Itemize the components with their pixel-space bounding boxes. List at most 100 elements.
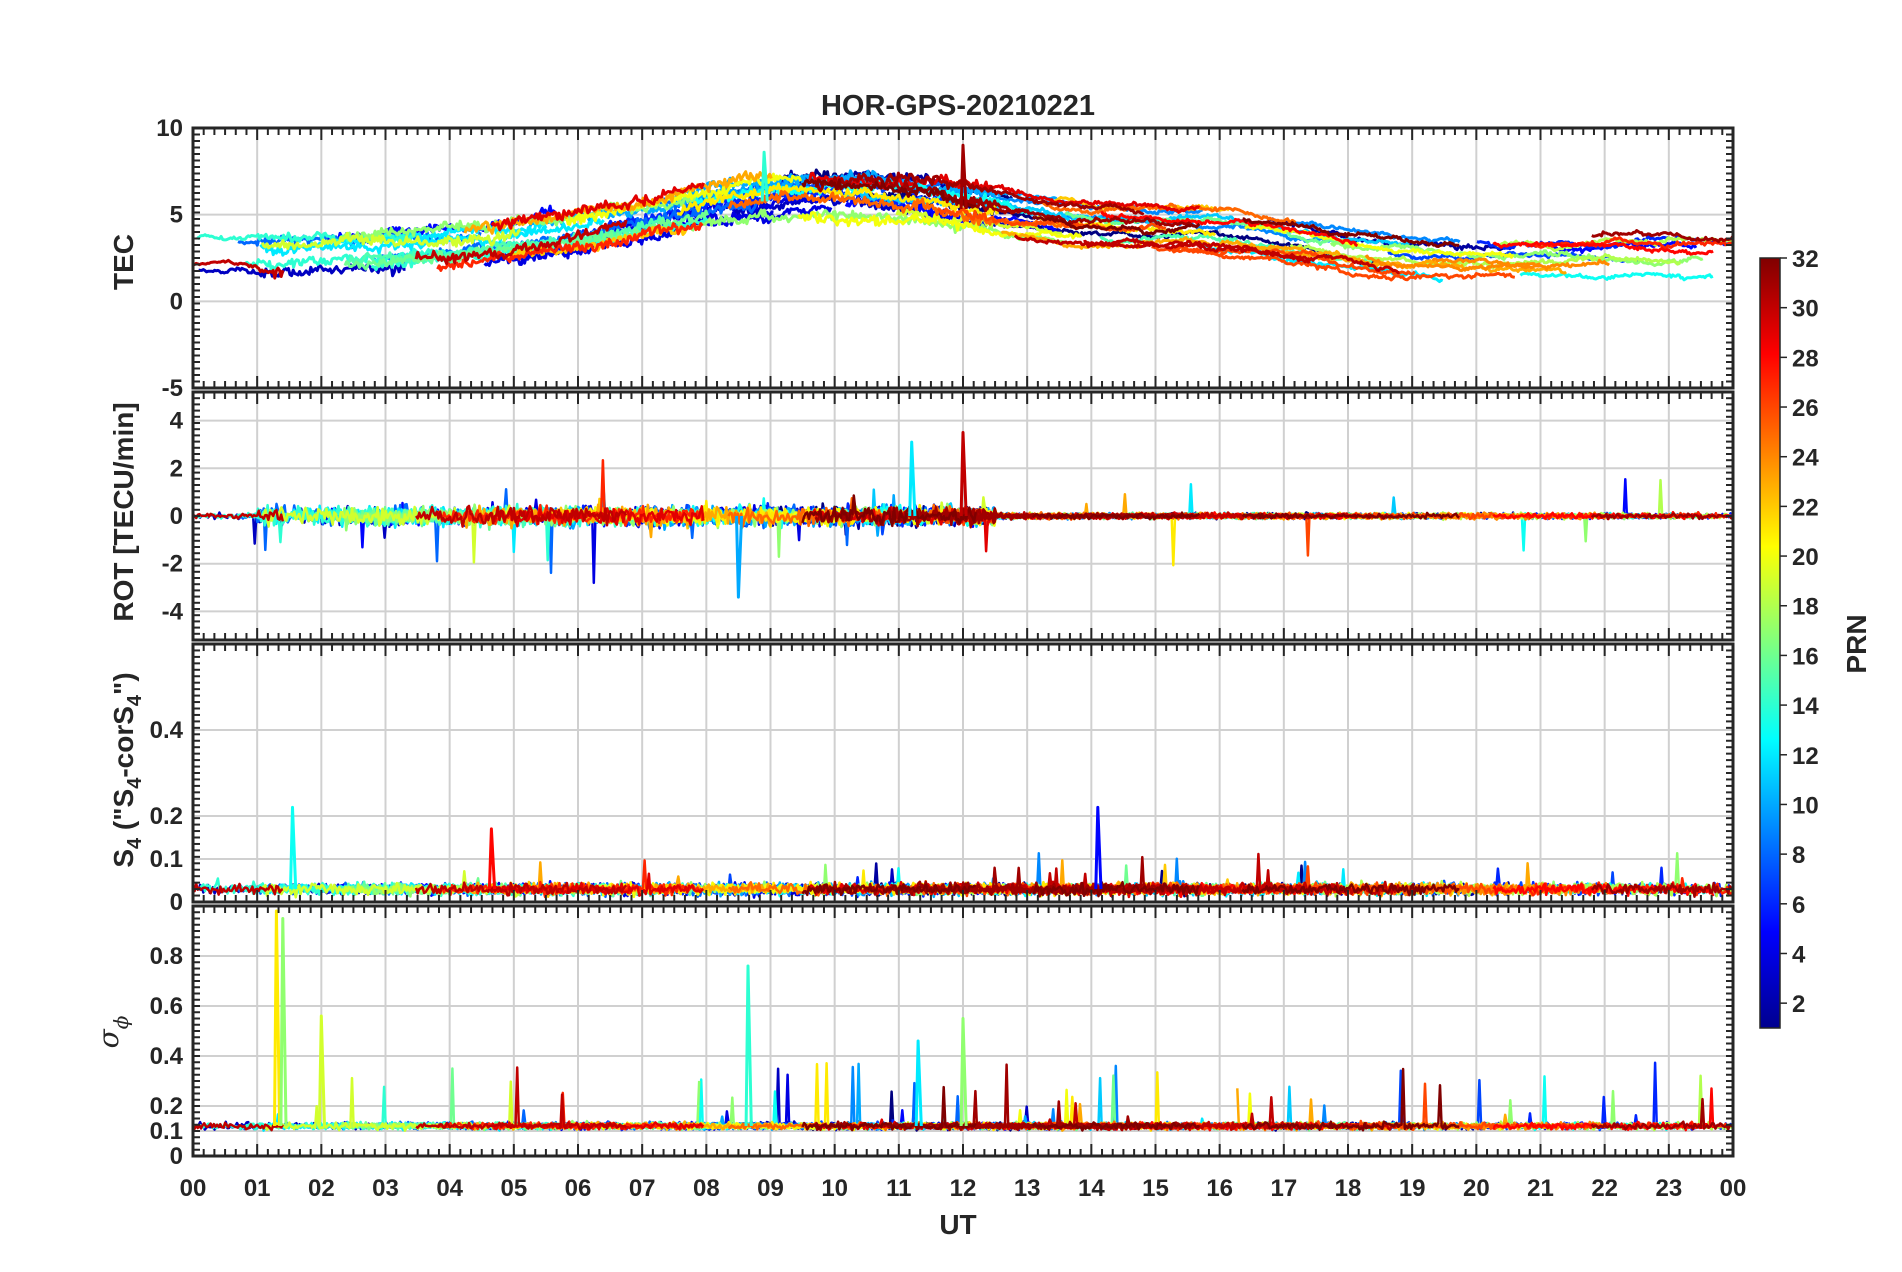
- prn-track-tec: [1040, 199, 1297, 224]
- chart-title: HOR-GPS-20210221: [821, 90, 1095, 122]
- x-tick-label: 04: [436, 1175, 463, 1202]
- x-tick-label: 14: [1078, 1175, 1105, 1202]
- prn-track-s4: [1032, 880, 1200, 898]
- colorbar-label: PRN: [1841, 614, 1872, 673]
- prn-track-s4: [1590, 881, 1734, 898]
- x-tick-label: 23: [1655, 1175, 1682, 1202]
- colorbar-tick-label: 18: [1792, 594, 1819, 621]
- prn-track-tec: [677, 182, 1000, 218]
- prn-track-s4: [490, 872, 705, 897]
- prn-track-tec: [260, 226, 522, 251]
- colorbar-tick-label: 26: [1792, 395, 1819, 422]
- prn-track-sigma: [959, 1017, 968, 1127]
- tec-axis-label: TEC: [108, 234, 139, 290]
- prn-track-rot: [1590, 512, 1734, 521]
- prn-track-s4: [814, 880, 1031, 896]
- prn-track-rot: [814, 506, 1030, 527]
- y-tick-label: 0.8: [150, 943, 183, 970]
- colorbar-tick-label: 16: [1792, 643, 1819, 670]
- prn-track-tec: [1013, 234, 1400, 275]
- prn-track-sigma: [191, 1121, 284, 1132]
- prn-track-sigma: [415, 1066, 628, 1131]
- x-tick-label: 11: [886, 1175, 911, 1202]
- prn-track-tec: [1167, 247, 1516, 282]
- prn-track-tec: [198, 258, 406, 279]
- x-tick-label: 15: [1142, 1175, 1169, 1202]
- prn-track-tec: [436, 222, 704, 272]
- y-tick-label: 0: [170, 503, 183, 530]
- colorbar: [1759, 257, 1781, 1029]
- x-tick-label: 18: [1335, 1175, 1362, 1202]
- x-tick-label: 12: [950, 1175, 977, 1202]
- prn-track-sigma: [273, 909, 282, 1127]
- colorbar-tick-label: 28: [1792, 345, 1819, 372]
- prn-track-tec: [1591, 229, 1735, 244]
- x-tick-label: 03: [372, 1175, 399, 1202]
- colorbar-tick-label: 2: [1792, 991, 1805, 1018]
- prn-track-s4: [1241, 882, 1460, 897]
- x-tick-label: 22: [1591, 1175, 1618, 1202]
- y-tick-label: 0: [170, 889, 183, 916]
- prn-track-rot: [1032, 511, 1201, 521]
- prn-track-tec: [801, 178, 977, 210]
- prn-track-rot: [801, 494, 978, 528]
- prn-track-sigma: [826, 1065, 1204, 1131]
- x-tick-label: 20: [1463, 1175, 1490, 1202]
- y-tick-label: 4: [170, 408, 184, 435]
- y-tick-label: 0.1: [150, 846, 183, 873]
- prn-track-tec: [1519, 271, 1714, 282]
- prn-track-tec: [490, 182, 705, 232]
- prn-track-tec: [760, 150, 769, 202]
- prn-track-s4: [193, 882, 284, 896]
- prn-track-tec: [887, 171, 1145, 216]
- y-tick-label: 0.4: [150, 717, 184, 744]
- prn-track-tec: [1151, 245, 1416, 276]
- x-tick-label: 05: [500, 1175, 527, 1202]
- prn-track-tec: [1064, 211, 1354, 248]
- prn-track-rot: [371, 488, 758, 575]
- prn-track-tec: [1242, 217, 1460, 248]
- prn-track-rot: [735, 515, 744, 599]
- colorbar-tick-label: 30: [1792, 296, 1819, 323]
- x-axis-label: UT: [939, 1209, 976, 1240]
- prn-track-tec: [953, 195, 1192, 228]
- y-tick-label: 0.4: [150, 1043, 184, 1070]
- x-tick-label: 00: [180, 1175, 207, 1202]
- prn-track-tec: [1492, 241, 1714, 256]
- prn-track-tec: [414, 219, 628, 266]
- prn-track-tec: [245, 237, 557, 271]
- y-tick-label: 10: [156, 115, 183, 142]
- prn-track-s4: [289, 805, 298, 890]
- y-tick-label: 0: [170, 288, 183, 315]
- x-tick-label: 21: [1527, 1175, 1554, 1202]
- colorbar-tick-label: 10: [1792, 792, 1819, 819]
- prn-track-sigma: [1590, 1097, 1734, 1131]
- sigma-phi-axis-label: σϕ: [92, 1015, 133, 1048]
- x-tick-label: 10: [821, 1175, 848, 1202]
- s4-axis-label: S4 ("S4-corS4"): [108, 672, 146, 867]
- colorbar-tick-label: 8: [1792, 842, 1805, 869]
- prn-track-tec: [1296, 220, 1461, 244]
- prn-track-sigma: [317, 1014, 326, 1127]
- prn-track-tec: [727, 189, 1084, 230]
- prn-track-tec: [797, 211, 1083, 240]
- colorbar-tick-label: 24: [1792, 445, 1819, 472]
- prn-track-s4: [1094, 805, 1103, 890]
- prn-track-rot: [1241, 511, 1460, 520]
- colorbar-tick-label: 22: [1792, 494, 1819, 521]
- y-tick-label: 5: [170, 202, 183, 229]
- prn-track-tec: [1032, 215, 1201, 236]
- prn-track-tec: [1431, 257, 1610, 271]
- prn-track-sigma: [744, 964, 753, 1127]
- prn-track-sigma: [343, 1067, 708, 1131]
- prn-track-tec: [192, 258, 285, 280]
- prn-track-sigma: [279, 917, 288, 1127]
- y-tick-label: 0.6: [150, 993, 183, 1020]
- x-tick-label: 09: [757, 1175, 784, 1202]
- x-tick-label: 08: [693, 1175, 720, 1202]
- prn-track-tec: [959, 143, 968, 209]
- y-tick-label: -2: [162, 551, 183, 578]
- x-tick-label: 02: [308, 1175, 335, 1202]
- y-tick-label: -4: [162, 598, 184, 625]
